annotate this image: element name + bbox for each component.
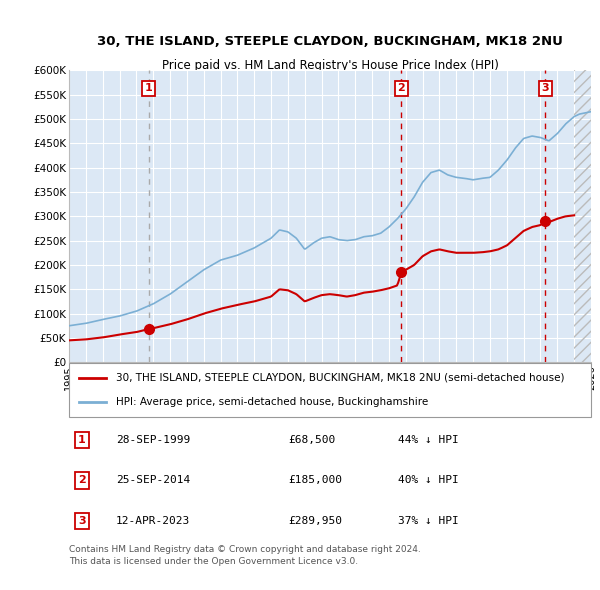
Text: 12-APR-2023: 12-APR-2023 [116,516,190,526]
Text: £289,950: £289,950 [288,516,342,526]
Text: 3: 3 [78,516,86,526]
Text: HPI: Average price, semi-detached house, Buckinghamshire: HPI: Average price, semi-detached house,… [116,397,428,407]
Text: 40% ↓ HPI: 40% ↓ HPI [398,476,458,486]
Text: £68,500: £68,500 [288,435,335,445]
Text: 25-SEP-2014: 25-SEP-2014 [116,476,190,486]
Text: Contains HM Land Registry data © Crown copyright and database right 2024.
This d: Contains HM Land Registry data © Crown c… [69,545,421,566]
Text: 44% ↓ HPI: 44% ↓ HPI [398,435,458,445]
Text: 28-SEP-1999: 28-SEP-1999 [116,435,190,445]
Text: 30, THE ISLAND, STEEPLE CLAYDON, BUCKINGHAM, MK18 2NU: 30, THE ISLAND, STEEPLE CLAYDON, BUCKING… [97,35,563,48]
Text: 2: 2 [398,83,405,93]
Text: Price paid vs. HM Land Registry's House Price Index (HPI): Price paid vs. HM Land Registry's House … [161,60,499,73]
Text: 3: 3 [541,83,549,93]
Text: 1: 1 [145,83,152,93]
Text: £185,000: £185,000 [288,476,342,486]
FancyBboxPatch shape [69,363,591,417]
Text: 37% ↓ HPI: 37% ↓ HPI [398,516,458,526]
Text: 30, THE ISLAND, STEEPLE CLAYDON, BUCKINGHAM, MK18 2NU (semi-detached house): 30, THE ISLAND, STEEPLE CLAYDON, BUCKING… [116,373,565,383]
Text: 2: 2 [78,476,86,486]
Text: 1: 1 [78,435,86,445]
